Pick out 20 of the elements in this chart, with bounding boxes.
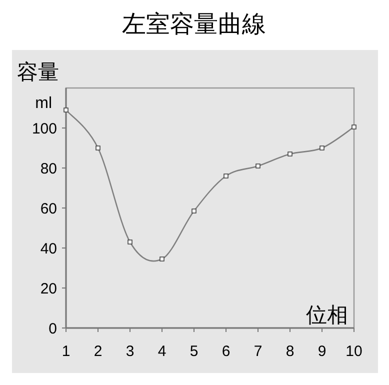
x-tick-label: 6 — [222, 343, 230, 360]
y-tick-label: 40 — [40, 240, 57, 258]
text: ml — [35, 95, 52, 112]
x-tick-label: 7 — [254, 343, 262, 360]
y-tick-label: 60 — [40, 200, 57, 218]
x-tick-label: 3 — [126, 343, 134, 360]
y-tick-label: 100 — [32, 120, 57, 138]
x-tick-label: 9 — [318, 343, 326, 360]
x-tick-label: 10 — [346, 343, 362, 360]
y-axis-title: 容量 — [17, 60, 59, 84]
y-tick-label: 0 — [48, 320, 57, 338]
x-axis-title: 位相 — [306, 303, 348, 327]
x-tick-label: 5 — [190, 343, 198, 360]
x-tick-label: 8 — [286, 343, 294, 360]
x-tick-label: 1 — [62, 343, 70, 360]
y-tick-label: 20 — [40, 280, 57, 298]
y-tick-label: 80 — [40, 160, 57, 178]
chart-title: 左室容量曲線 — [122, 10, 266, 38]
x-tick-label: 4 — [158, 343, 166, 360]
x-tick-label: 2 — [94, 343, 102, 360]
